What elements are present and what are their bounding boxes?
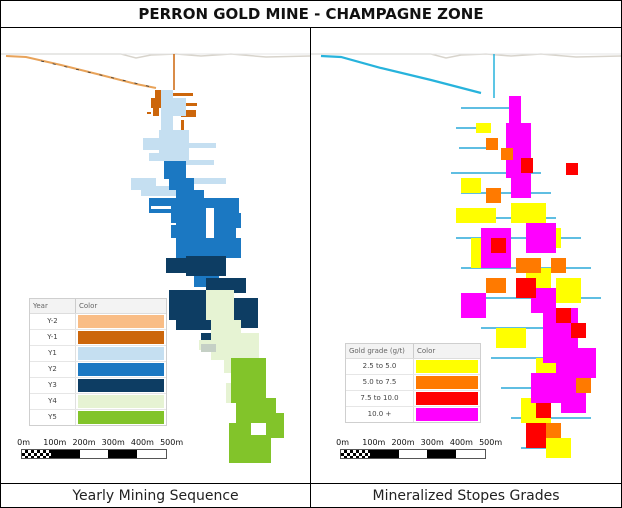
panel-yearly-sequence: Year Color Y-2 Y-1 Y1 Y2 Y3 Y4 Y5 0m 100… <box>1 28 311 483</box>
legend-row: 10.0 + <box>346 407 480 422</box>
legend-header: Gold grade (g/t) Color <box>346 344 480 359</box>
color-swatch <box>78 411 164 424</box>
year-legend: Year Color Y-2 Y-1 Y1 Y2 Y3 Y4 Y5 <box>29 298 167 426</box>
color-swatch <box>416 392 478 405</box>
mine-section-yearly <box>1 53 310 463</box>
legend-row: Y4 <box>30 394 166 410</box>
legend-header: Year Color <box>30 299 166 314</box>
scale-bar: 0m 100m 200m 300m 400m 500m <box>336 438 502 459</box>
legend-row: 7.5 to 10.0 <box>346 391 480 407</box>
color-swatch <box>78 395 164 408</box>
legend-row: Y3 <box>30 378 166 394</box>
color-swatch <box>78 331 164 344</box>
legend-row: Y2 <box>30 362 166 378</box>
color-swatch <box>78 363 164 376</box>
caption-yearly-sequence: Yearly Mining Sequence <box>1 483 311 508</box>
legend-row: Y5 <box>30 410 166 425</box>
legend-row: Y-2 <box>30 314 166 330</box>
color-swatch <box>78 379 164 392</box>
caption-stope-grades: Mineralized Stopes Grades <box>311 483 621 508</box>
color-swatch <box>78 315 164 328</box>
scale-bar: 0m 100m 200m 300m 400m 500m <box>17 438 183 459</box>
legend-row: 5.0 to 7.5 <box>346 375 480 391</box>
color-swatch <box>78 347 164 360</box>
panel-stope-grades: Gold grade (g/t) Color 2.5 to 5.0 5.0 to… <box>311 28 621 483</box>
color-swatch <box>416 408 478 421</box>
figure-title: PERRON GOLD MINE - CHAMPAGNE ZONE <box>1 1 621 28</box>
legend-row: Y1 <box>30 346 166 362</box>
grade-legend: Gold grade (g/t) Color 2.5 to 5.0 5.0 to… <box>345 343 481 423</box>
legend-row: Y-1 <box>30 330 166 346</box>
color-swatch <box>416 360 478 373</box>
color-swatch <box>416 376 478 389</box>
legend-row: 2.5 to 5.0 <box>346 359 480 375</box>
mine-section-grades <box>311 53 621 458</box>
